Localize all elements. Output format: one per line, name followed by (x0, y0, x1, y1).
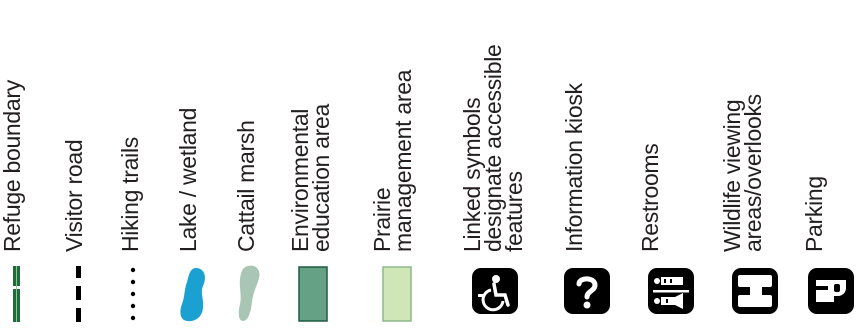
legend-label: Refuge boundary (0, 80, 25, 252)
restroom-icon (648, 268, 694, 314)
wheelchair-icon (472, 268, 518, 314)
legend-label: Linked symbols designate accessible feat… (459, 44, 527, 252)
legend-label: Restrooms (637, 143, 663, 253)
parking-icon (808, 268, 854, 314)
legend-label: Visitor road (61, 139, 87, 252)
legend-label: Lake / wetland (175, 107, 201, 252)
legend-label: Information kiosk (561, 83, 587, 252)
green-square-icon (298, 266, 328, 322)
legend-label: Wildlife viewing areas/overlooks (719, 94, 766, 252)
dotted-trail-line-icon (130, 267, 136, 321)
legend-label: Environmental education area (287, 104, 334, 252)
legend-label: Cattail marsh (233, 120, 259, 252)
lake-shape-icon (180, 268, 205, 322)
binoculars-icon (732, 268, 778, 314)
marsh-shape-icon (238, 265, 260, 321)
refuge-boundary-line-icon (13, 266, 20, 322)
legend-label: Hiking trails (117, 137, 143, 252)
light-green-square-icon (382, 266, 412, 322)
question-icon (564, 268, 610, 314)
legend-label: Prairie management area (369, 69, 416, 252)
dashed-road-line-icon (76, 266, 81, 322)
legend-label: Parking (801, 176, 827, 252)
